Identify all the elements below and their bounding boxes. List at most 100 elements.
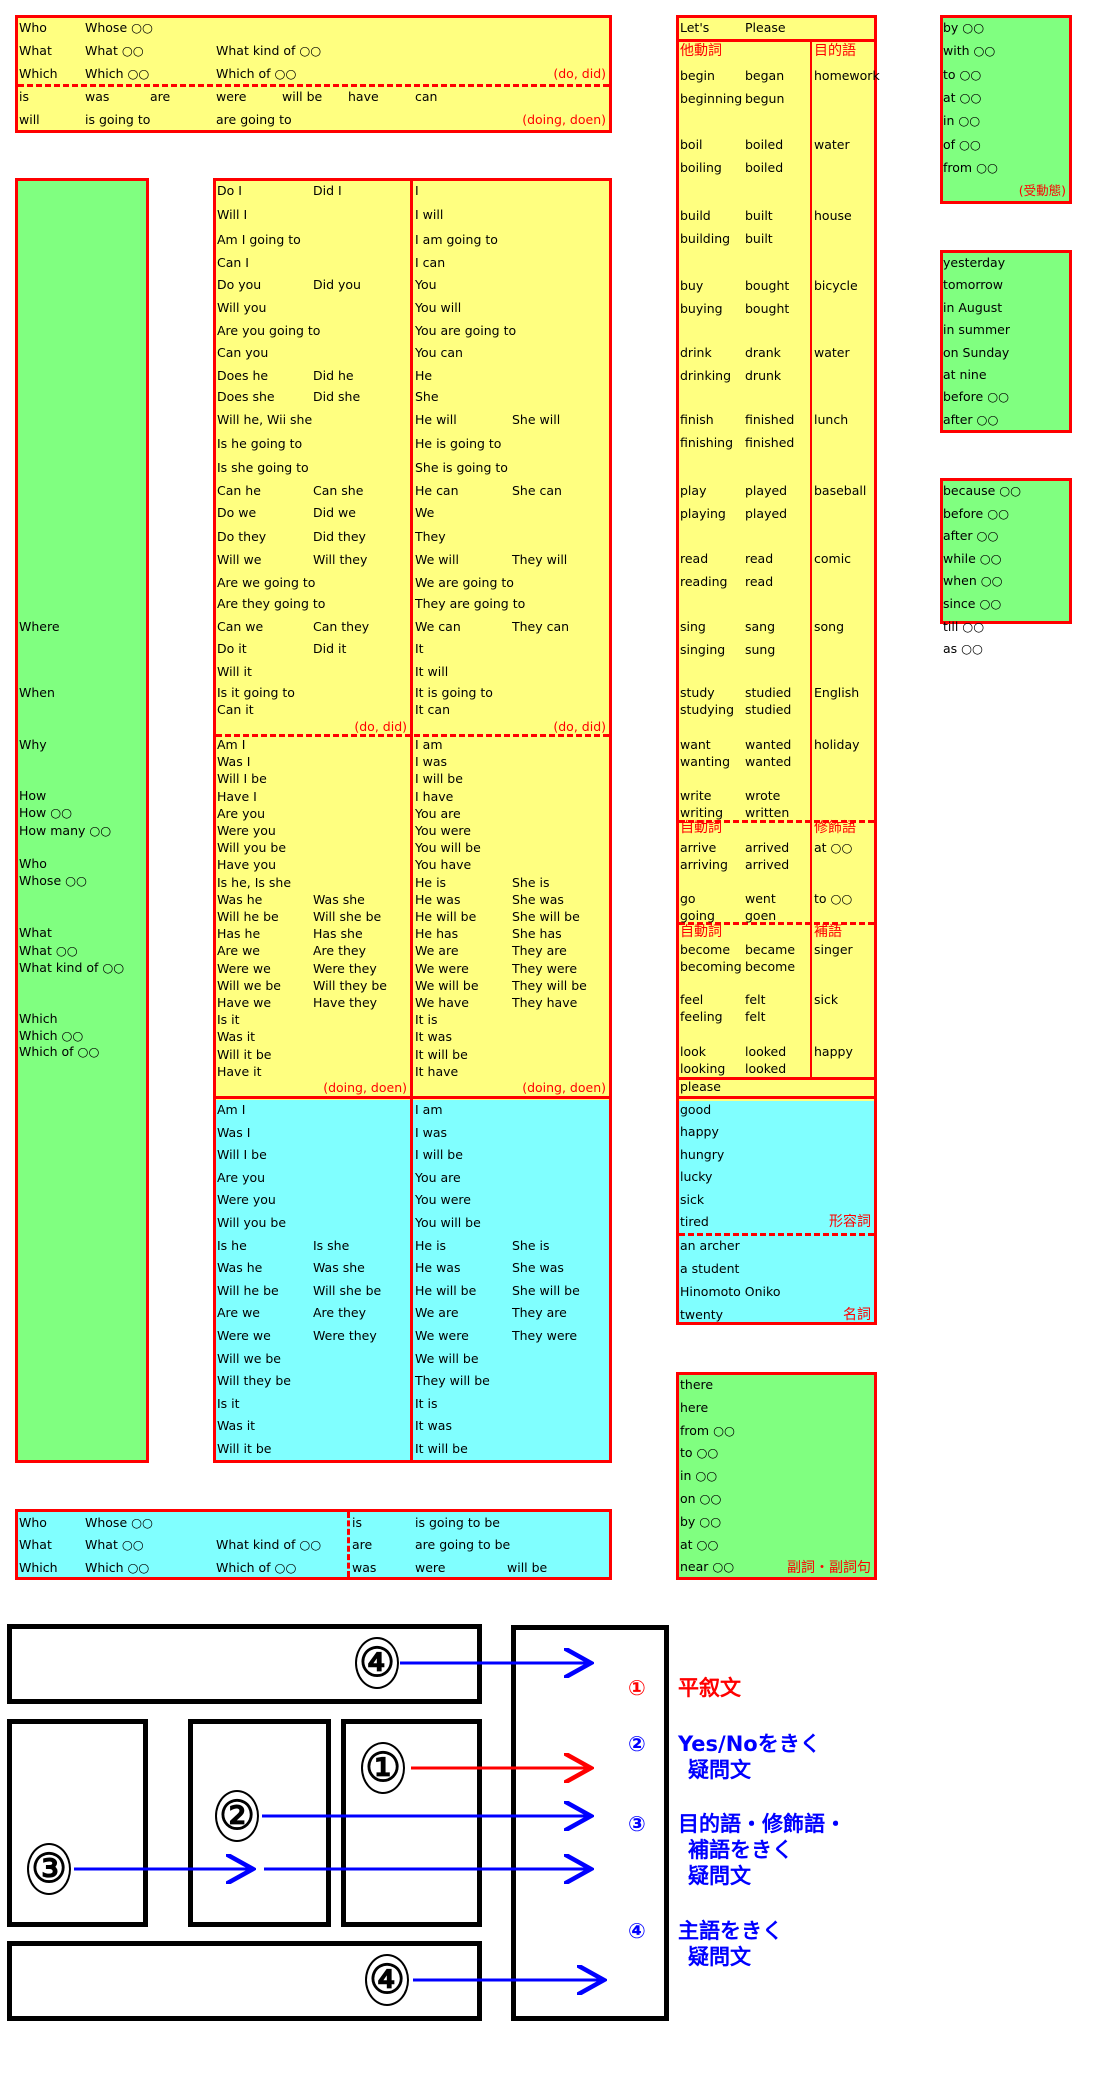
- legend-text: 平叙文: [678, 1676, 741, 1700]
- statement-form: You are going to: [415, 323, 517, 338]
- statement-form: You can: [415, 345, 463, 360]
- adverb: near ○○: [680, 1559, 735, 1575]
- question-form: Will they be: [217, 1373, 291, 1389]
- question-form: Did I: [313, 183, 342, 198]
- legend-number: ①: [628, 1676, 646, 1700]
- wh-word: What: [19, 925, 52, 940]
- question-form: Does she: [217, 389, 275, 404]
- verb-form: boil: [680, 137, 703, 152]
- verb-form: finishing: [680, 435, 734, 450]
- wh-word: Whose ○○: [19, 873, 87, 888]
- verb-form: play: [680, 483, 707, 498]
- statement-form: It: [415, 641, 424, 656]
- question-form: Have they: [313, 995, 378, 1010]
- summary-cell: can: [415, 89, 438, 104]
- verb-object: baseball: [814, 483, 867, 498]
- question-form: Did she: [313, 389, 361, 404]
- summary-cell: is: [19, 89, 29, 104]
- question-form: Do we: [217, 505, 257, 520]
- verb-object: house: [814, 208, 852, 223]
- statement-form: He is going to: [415, 436, 502, 451]
- statement-form: I will be: [415, 771, 463, 787]
- object-header: 目的語: [814, 43, 856, 59]
- conjunction: since ○○: [943, 596, 1002, 611]
- statement-form: We will be: [415, 1350, 479, 1366]
- note-doing-done: (doing, doen): [522, 112, 606, 127]
- divider: [679, 922, 874, 925]
- verb-form: sang: [745, 619, 776, 634]
- question-form: Am I: [217, 737, 246, 752]
- transitive-header: 他動詞: [680, 43, 722, 59]
- time-expression: after ○○: [943, 411, 999, 427]
- diagram-yesno-box: [188, 1719, 331, 1927]
- preposition: by ○○: [943, 20, 985, 35]
- statement-form: We are: [415, 1305, 459, 1321]
- divider: [347, 1512, 350, 1577]
- verb-form: studied: [745, 702, 792, 717]
- question-form: Were they: [313, 960, 377, 976]
- statement-form: He is: [415, 874, 447, 890]
- verb-form: goen: [745, 908, 777, 923]
- summary-cell: was: [85, 89, 110, 104]
- verb-object: singer: [814, 942, 853, 957]
- bottom-cell: is going to be: [415, 1515, 500, 1530]
- statement-form: It have: [415, 1063, 459, 1079]
- bottom-cell: Which of ○○: [216, 1560, 297, 1575]
- question-form: Has he: [217, 926, 261, 942]
- time-expressions-box: [940, 250, 1072, 433]
- statement-form: They have: [512, 995, 578, 1010]
- question-form: Are they going to: [217, 596, 326, 611]
- statement-form: They are: [512, 1305, 567, 1321]
- legend-text: 目的語・修飾語・: [678, 1812, 846, 1836]
- statement-form: We will be: [415, 977, 479, 993]
- statement-form: It is going to: [415, 685, 493, 700]
- noun: a student: [680, 1261, 740, 1276]
- verb-form: boiled: [745, 137, 784, 152]
- verb-object: English: [814, 685, 860, 700]
- wh-word: How many ○○: [19, 823, 112, 838]
- divider: [676, 1077, 877, 1080]
- please-row: please: [680, 1079, 721, 1094]
- summary-cell: Which of ○○: [216, 66, 297, 81]
- question-form: Will he be: [217, 909, 279, 924]
- question-form: Were you: [217, 1192, 276, 1208]
- question-form: Will I be: [217, 771, 267, 787]
- statement-form: It was: [415, 1029, 452, 1045]
- statement-form: It will be: [415, 1441, 468, 1456]
- verb-form: arriving: [680, 857, 728, 872]
- lets-label: Let's: [680, 20, 710, 35]
- verb-form: drink: [680, 345, 712, 360]
- question-form: Were you: [217, 823, 276, 838]
- note-do-did: (do, did): [553, 719, 606, 734]
- statement-form: You will be: [415, 840, 481, 856]
- note-do-did: (do, did): [553, 66, 606, 81]
- verb-form: looking: [680, 1061, 726, 1076]
- marker-4-bottom: ④: [365, 1954, 409, 2006]
- legend-number: ③: [628, 1812, 646, 1836]
- verb-form: read: [745, 574, 774, 589]
- time-expression: in summer: [943, 322, 1010, 338]
- statement-form: I was: [415, 1124, 448, 1140]
- adjective: happy: [680, 1124, 719, 1140]
- question-form: Did it: [313, 641, 347, 656]
- question-form: Have it: [217, 1063, 262, 1079]
- verb-object: water: [814, 345, 850, 360]
- summary-cell: will: [19, 112, 40, 127]
- verb-form: feeling: [680, 1009, 723, 1024]
- diagram-subject-question-top-box: [7, 1624, 482, 1704]
- question-form: Were we: [217, 960, 271, 976]
- note-do-did: (do, did): [354, 719, 407, 734]
- statement-form: We can: [415, 619, 461, 634]
- question-form: Did they: [313, 529, 366, 544]
- statement-form: They will: [512, 552, 568, 567]
- verb-form: became: [745, 942, 796, 957]
- statement-form: She: [415, 389, 439, 404]
- statement-form: They can: [512, 619, 570, 634]
- statement-form: He will be: [415, 1282, 477, 1298]
- adverbs-box: [676, 1372, 877, 1580]
- statement-form: I will: [415, 207, 444, 222]
- bottom-cell: were: [415, 1560, 446, 1575]
- wh-word: What kind of ○○: [19, 960, 125, 975]
- preposition: from ○○: [943, 159, 998, 175]
- question-form: Do you: [217, 277, 262, 292]
